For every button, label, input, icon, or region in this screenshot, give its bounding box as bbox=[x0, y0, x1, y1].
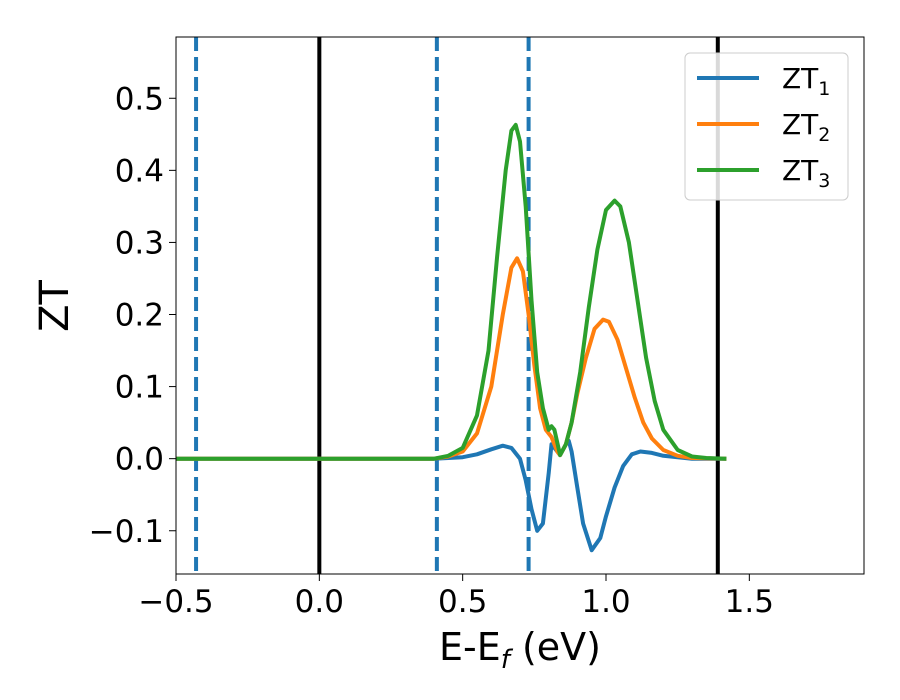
x-tick-label: 0.5 bbox=[438, 584, 487, 620]
x-tick-label: 0.0 bbox=[295, 584, 344, 620]
legend-box bbox=[684, 52, 849, 201]
legend-label-zt3: ZT3 bbox=[782, 154, 830, 192]
y-tick-label: 0.2 bbox=[115, 298, 164, 334]
plot-frame bbox=[175, 36, 865, 575]
series-line-zt3 bbox=[176, 122, 727, 461]
legend: ZT1 ZT2 ZT3 bbox=[684, 52, 849, 201]
y-tick-label: 0.1 bbox=[115, 370, 164, 406]
legend-label-zt2: ZT2 bbox=[782, 108, 830, 146]
y-tick-label: 0.4 bbox=[115, 153, 164, 189]
x-tick-label: 1.5 bbox=[725, 584, 774, 620]
x-tick-label: 1.0 bbox=[581, 584, 630, 620]
x-tick-label: −0.5 bbox=[138, 584, 213, 620]
y-tick-label: 0.0 bbox=[115, 442, 164, 478]
y-axis-label: ZT bbox=[32, 280, 78, 332]
y-tick-label: −0.1 bbox=[89, 514, 164, 550]
legend-label-zt1: ZT1 bbox=[782, 62, 830, 100]
y-tick-label: 0.3 bbox=[115, 225, 164, 261]
y-tick-label: 0.5 bbox=[115, 81, 164, 117]
x-axis-label: E-Ef (eV) bbox=[439, 625, 601, 675]
